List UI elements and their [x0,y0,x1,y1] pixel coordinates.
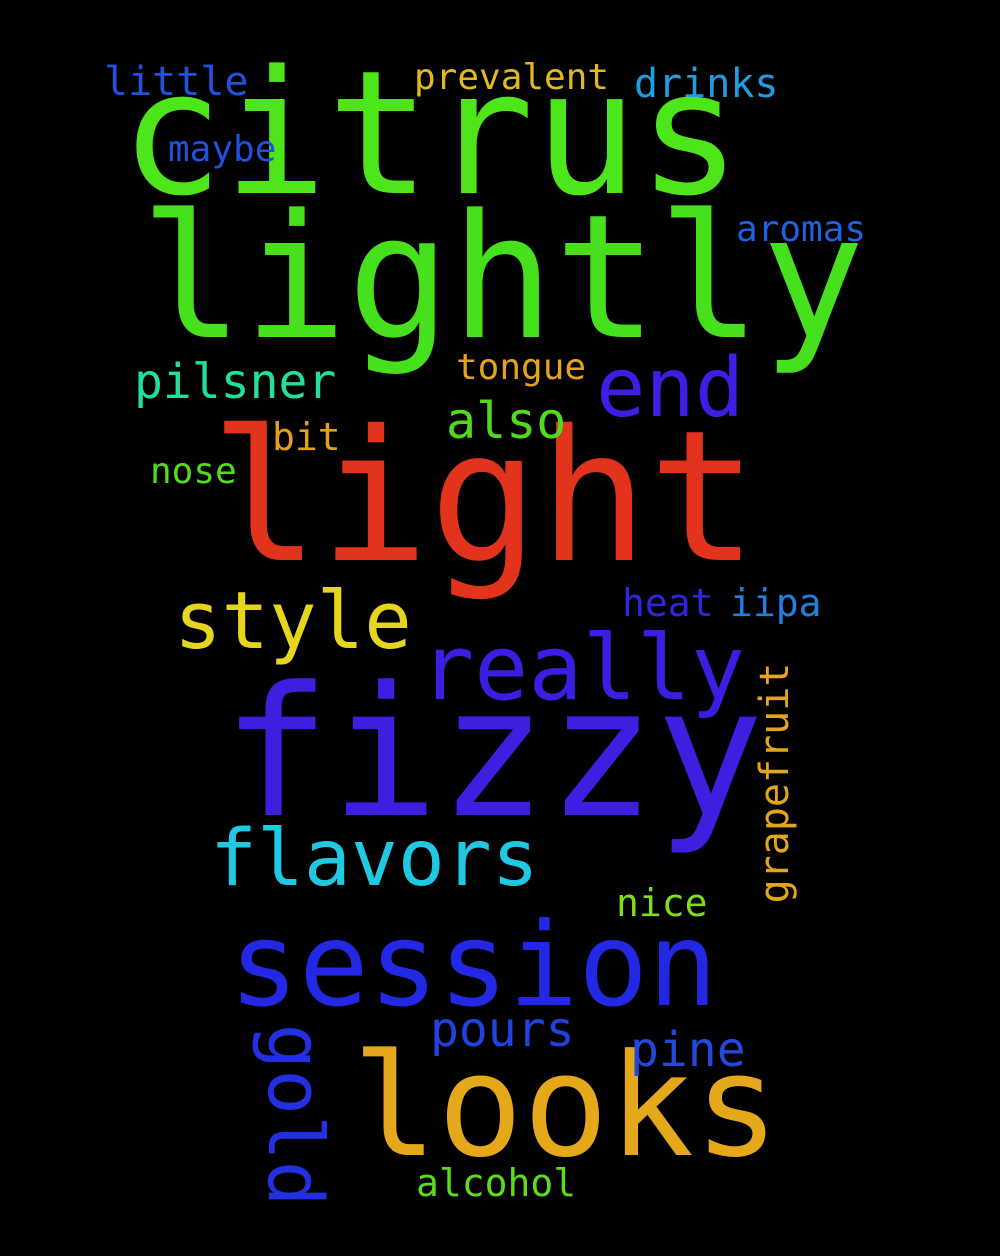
word-lightly: lightly [140,177,865,378]
word-heat: heat [622,581,714,625]
word-really: really [420,616,746,721]
word-aromas: aromas [736,209,867,250]
word-iipa: iipa [730,581,822,625]
word-pilsner: pilsner [134,354,337,410]
word-session: session [229,898,718,1033]
word-fizzy: fizzy [222,649,764,858]
word-alcohol: alcohol [416,1161,577,1205]
word-pours: pours [430,1002,575,1058]
word-tongue: tongue [456,347,587,388]
word-also: also [446,392,567,450]
word-maybe: maybe [168,129,277,170]
word-nice: nice [616,881,708,925]
word-drinks: drinks [634,61,779,107]
word-light: light [210,391,758,603]
word-pine: pine [630,1022,746,1078]
word-gold: gold [251,1023,340,1207]
word-looks: looks [352,1024,780,1189]
word-nose: nose [150,451,237,492]
word-bit: bit [272,415,341,459]
word-prevalent: prevalent [414,57,610,98]
word-style: style [174,575,412,667]
word-citrus: citrus [120,33,742,234]
word-grapefruit: grapefruit [752,662,798,904]
word-little: little [104,59,249,105]
word-flavors: flavors [210,814,539,904]
word-end: end [596,341,745,436]
